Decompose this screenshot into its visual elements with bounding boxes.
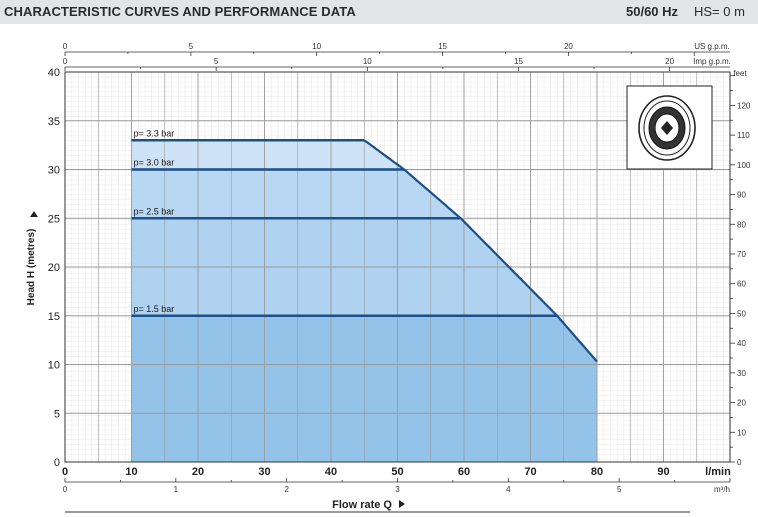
x-tick-label: 40 [325, 466, 337, 478]
y-tick-label: 20 [48, 262, 60, 274]
feet-tick-label: 70 [737, 250, 746, 259]
m3h-unit-label: m³/h [714, 485, 730, 494]
us_gpm-tick-label: 15 [438, 42, 447, 51]
x-tick-label: 60 [458, 466, 470, 478]
us_gpm-tick-label: 5 [189, 42, 194, 51]
pressure-line-label: p= 3.3 bar [134, 128, 175, 138]
m3h-tick-label: 3 [395, 485, 400, 494]
y-axis-title: Head H (metres) [26, 229, 37, 306]
pump-impeller-icon [638, 95, 696, 161]
pressure-line-label: p= 1.5 bar [134, 304, 175, 314]
feet-tick-label: 90 [737, 191, 746, 200]
y-tick-label: 0 [54, 457, 60, 469]
x-tick-label: 0 [62, 466, 68, 478]
imp_gpm-tick-label: 0 [63, 57, 68, 66]
y-tick-label: 15 [48, 311, 60, 323]
x-tick-label: 30 [258, 466, 270, 478]
us_gpm-tick-label: 20 [564, 42, 573, 51]
y-tick-label: 25 [48, 213, 60, 225]
x-axis-title: Flow rate Q [332, 499, 392, 511]
m3h-tick-label: 4 [506, 485, 511, 494]
us_gpm-unit-label: US g.p.m. [694, 42, 730, 51]
m3h-tick-label: 0 [63, 485, 68, 494]
feet-unit-label: feet [733, 69, 747, 78]
imp_gpm-tick-label: 5 [214, 57, 219, 66]
y-tick-label: 10 [48, 360, 60, 372]
pressure-line-label: p= 3.0 bar [134, 158, 175, 168]
feet-tick-label: 120 [737, 101, 751, 110]
feet-tick-label: 30 [737, 369, 746, 378]
plot-border [64, 71, 731, 463]
x-tick-label: 70 [524, 466, 536, 478]
m3h-tick-label: 5 [617, 485, 622, 494]
header-bar: CHARACTERISTIC CURVES AND PERFORMANCE DA… [0, 0, 758, 24]
y-tick-label: 35 [48, 116, 60, 128]
x-tick-label: 90 [657, 466, 669, 478]
chart-title: CHARACTERISTIC CURVES AND PERFORMANCE DA… [4, 4, 356, 19]
pump-thumbnail [626, 85, 713, 170]
x-tick-label: 50 [391, 466, 403, 478]
x-axis-arrow [399, 500, 405, 508]
feet-tick-label: 0 [737, 458, 742, 467]
pressure-line-label: p= 2.5 bar [134, 206, 175, 216]
m3h-tick-label: 1 [174, 485, 179, 494]
feet-tick-label: 10 [737, 428, 746, 437]
imp_gpm-tick-label: 20 [665, 57, 674, 66]
imp_gpm-tick-label: 15 [514, 57, 523, 66]
imp_gpm-unit-label: Imp g.p.m. [693, 57, 731, 66]
x-unit-label: l/min [705, 466, 731, 478]
x-tick-label: 20 [192, 466, 204, 478]
feet-tick-label: 100 [737, 161, 751, 170]
frequency-label: 50/60 Hz [626, 4, 679, 19]
y-tick-label: 5 [54, 408, 60, 420]
y-axis-arrow [30, 211, 38, 217]
suction-height-label: HS= 0 m [694, 4, 745, 19]
y-tick-label: 40 [48, 67, 60, 79]
feet-tick-label: 40 [737, 339, 746, 348]
y-tick-label: 30 [48, 165, 60, 177]
x-tick-label: 80 [591, 466, 603, 478]
feet-tick-label: 60 [737, 280, 746, 289]
us_gpm-tick-label: 10 [312, 42, 321, 51]
feet-tick-label: 50 [737, 309, 746, 318]
m3h-tick-label: 2 [284, 485, 289, 494]
feet-tick-label: 110 [737, 131, 750, 140]
imp_gpm-tick-label: 10 [363, 57, 372, 66]
feet-tick-label: 80 [737, 220, 746, 229]
us_gpm-tick-label: 0 [63, 42, 68, 51]
x-tick-label: 10 [125, 466, 137, 478]
feet-tick-label: 20 [737, 399, 746, 408]
